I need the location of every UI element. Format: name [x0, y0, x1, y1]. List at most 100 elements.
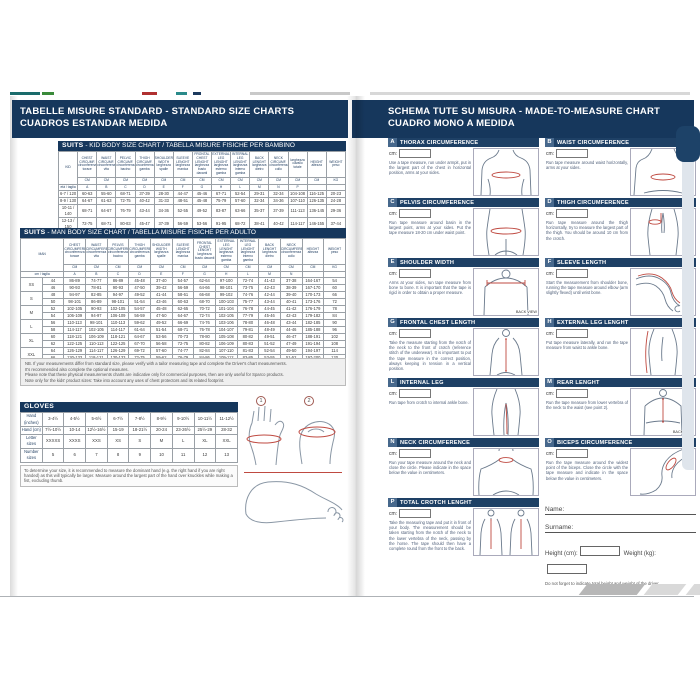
- table-cell: [325, 183, 347, 192]
- table-cell: 10: [150, 447, 173, 463]
- bookmark-tab[interactable]: [676, 126, 700, 162]
- table-cell: CM: [301, 263, 325, 272]
- cm-label: cm:: [389, 150, 398, 157]
- section-title-bar: A THORAX CIRCUMFERENCE: [388, 138, 539, 147]
- table-cell: N: [279, 270, 303, 279]
- table-cell: 97-100: [214, 277, 238, 286]
- table-cell: 62-65: [171, 305, 195, 314]
- section-description: Put tape measure laterally, and run the …: [546, 340, 628, 351]
- table-cell: 82-85: [84, 291, 108, 300]
- cm-input[interactable]: [556, 209, 589, 218]
- table-cell: larghezza cavallo totale: [287, 151, 308, 178]
- table-cell: 45-48: [128, 277, 151, 286]
- section-description: Run tape measure around waist horizontal…: [546, 160, 628, 171]
- catalog-spread: TABELLE MISURE STANDARD - STANDARD SIZE …: [10, 96, 696, 596]
- section-description: Run the tape measure around the widest p…: [546, 460, 628, 481]
- table-cell: 56-59: [171, 284, 195, 293]
- section-description: Take the measuring tape and put it in fr…: [389, 520, 471, 552]
- table-row: XS 44 86-89 74-77 86-89 45-48 37-40 54-57 62-64 9…: [20, 277, 346, 293]
- leg-inner-figure: [473, 388, 539, 436]
- table-cell: 98-101: [84, 319, 108, 328]
- surname-field[interactable]: Surname:: [545, 524, 696, 533]
- cm-input[interactable]: [399, 389, 432, 398]
- cm-input[interactable]: [556, 329, 589, 338]
- figure-annotation: BACK VIEW: [515, 310, 537, 314]
- table-cell: 47-50: [128, 284, 151, 293]
- table-row: Hand (cm) 7½-10½ 10-14 12½-16½ 15-19 18-21½ 20…: [20, 426, 238, 435]
- section-body: cm: Arms at your sides, run tape measure …: [388, 267, 539, 316]
- cm-input[interactable]: [399, 449, 432, 458]
- cm-input[interactable]: [399, 149, 432, 158]
- table-cell: CM: [128, 263, 151, 272]
- table-cell: 66: [323, 291, 346, 300]
- man-size-chart: SUITS - MAN BODY SIZE CHART / TABELLA MI…: [19, 228, 346, 363]
- section-description: Run tape measure around the thigh horizo…: [546, 220, 628, 241]
- table-cell: 57-60: [230, 197, 251, 206]
- table-cell: 23-26½: [171, 426, 195, 435]
- cm-input[interactable]: [399, 269, 432, 278]
- table-cell: 50: [41, 298, 65, 307]
- table-cell: 68-71: [77, 204, 98, 219]
- cm-input[interactable]: [399, 509, 432, 518]
- table-cell: WAIST CIRCUMF. circonferenza vita: [96, 151, 117, 178]
- table-cell: 78-81: [84, 284, 108, 293]
- section-title-bar: D THIGH CIRCUMFERENCE: [545, 198, 696, 207]
- section-body: cm: Run the tape measure from lower verte…: [545, 387, 696, 436]
- cm-input[interactable]: [556, 449, 589, 458]
- table-cell: 80-83: [236, 340, 260, 349]
- table-cell: 46-47: [279, 333, 303, 342]
- section-title-bar: N NECK CIRCUMFERENCE: [388, 438, 539, 447]
- table-cell: N: [268, 183, 289, 192]
- table-cell: KID: [57, 151, 79, 185]
- cm-input[interactable]: [399, 329, 432, 338]
- table-cell: 37-39: [268, 204, 289, 219]
- table-cell: 7: [85, 447, 108, 463]
- table-cell: [323, 270, 346, 279]
- table-cell: 75-79: [210, 197, 232, 206]
- section-title-bar: E SHOULDER WIDTH: [388, 258, 539, 267]
- measure-section-a: A THORAX CIRCUMFERENCE cm: Use a tape measu…: [388, 138, 539, 196]
- table-cell: 46-48: [258, 319, 281, 328]
- table-cell: E: [149, 270, 173, 279]
- cm-input[interactable]: [399, 209, 432, 218]
- table-cell: 56: [41, 319, 65, 328]
- section-title-bar: B WAIST CIRCUMFERENCE: [545, 138, 696, 147]
- table-cell: EXTERNAL LEG LENGHT larghezza esterno ga…: [214, 238, 238, 265]
- table-row: 50 98-101 86-89 98-101 51-54 43-46 60-63 68-70 1…: [21, 298, 346, 307]
- table-cell: CM: [306, 176, 327, 185]
- table-cell: 45-48: [149, 305, 173, 314]
- table-cell: P: [287, 183, 308, 192]
- height-input[interactable]: [579, 545, 620, 556]
- cm-input[interactable]: [556, 389, 589, 398]
- cm-input[interactable]: [556, 149, 589, 158]
- table-cell: 73-75: [236, 284, 260, 293]
- table-cell: CM: [214, 263, 238, 272]
- neck-figure: [473, 443, 539, 496]
- name-field[interactable]: Name:: [545, 506, 696, 515]
- footer-rule: [0, 596, 694, 597]
- table-cell: 122-125: [106, 340, 130, 349]
- table-cell: PELVIC CIRCUMF. circonferenza bacino: [115, 151, 136, 178]
- table-cell: XXXXS: [41, 433, 65, 449]
- table-cell: SLEEVE LENGHT larghezza manica: [171, 238, 195, 265]
- table-cell: 64-67: [77, 197, 98, 206]
- table-cell: 64-67: [171, 312, 195, 321]
- table-cell: 70-72: [193, 305, 216, 314]
- table-cell: H: [214, 270, 238, 279]
- table-cell: CM: [134, 176, 155, 185]
- table-cell: S: [128, 433, 152, 449]
- weight-input[interactable]: [547, 563, 587, 574]
- table-cell: cm / taglia: [19, 270, 65, 279]
- cm-input[interactable]: [556, 269, 589, 278]
- section-title: SLEEVE LENGTH: [557, 259, 607, 266]
- note-line: Please note that these physical measurem…: [25, 372, 284, 378]
- hand-measure-figure: 1 2: [242, 396, 346, 468]
- section-description: Arms at your sides, run tape measure fro…: [389, 280, 471, 296]
- table-cell: XS: [106, 433, 130, 449]
- section-body: cm: Put tape measure laterally, and run t…: [545, 327, 696, 376]
- table-cell: 29-36: [325, 204, 347, 219]
- gloves-size-chart: GLOVES Hand (inches) 3-4½ 4-5½ 5-6½ 6-7½ 7-8½…: [20, 402, 238, 487]
- table-cell: 82-84: [193, 347, 216, 356]
- table-cell: CM: [193, 263, 216, 272]
- table-cell: 86-89: [63, 277, 86, 286]
